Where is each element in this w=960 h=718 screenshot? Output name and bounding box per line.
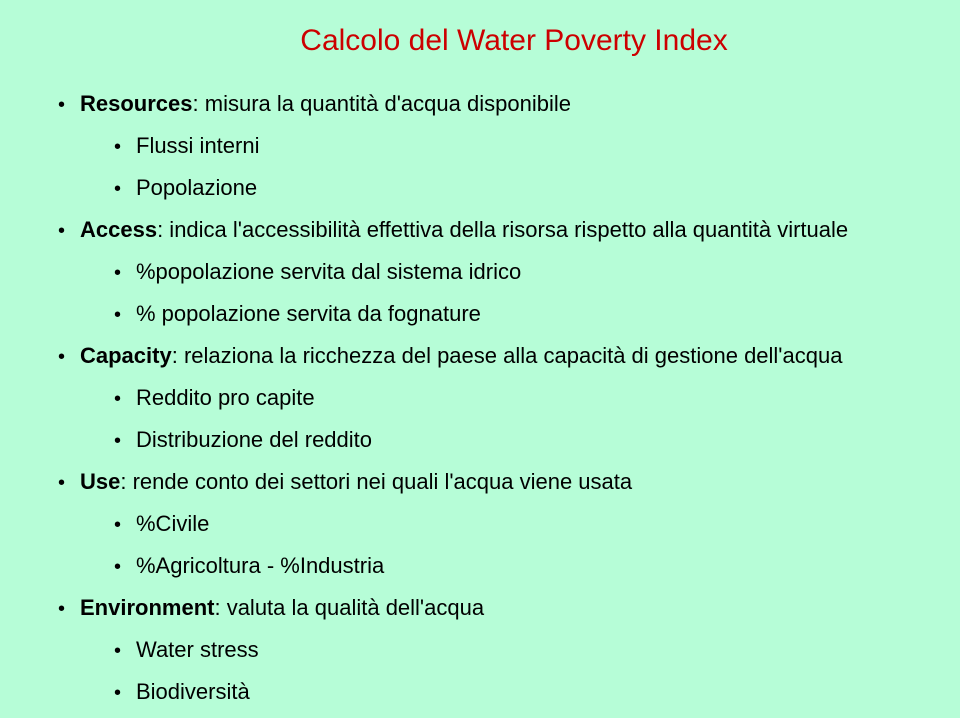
- definition: : rende conto dei settori nei quali l'ac…: [120, 469, 632, 494]
- bullet-icon: [114, 174, 136, 202]
- term: Capacity: [80, 343, 172, 368]
- list-item: Environment: valuta la qualità dell'acqu…: [58, 594, 890, 706]
- bullet-icon: [114, 636, 136, 664]
- list-item: %popolazione servita dal sistema idrico: [114, 258, 890, 286]
- list-item: %Agricoltura - %Industria: [114, 552, 890, 580]
- term: Environment: [80, 595, 214, 620]
- definition: : misura la quantità d'acqua disponibile: [193, 91, 571, 116]
- main-list: Resources: misura la quantità d'acqua di…: [48, 90, 890, 706]
- list-item: Flussi interni: [114, 132, 890, 160]
- list-item: Reddito pro capite: [114, 384, 890, 412]
- bullet-icon: [114, 426, 136, 454]
- bullet-icon: [114, 510, 136, 538]
- list-item: % popolazione servita da fognature: [114, 300, 890, 328]
- sub-item: %Civile: [136, 511, 209, 536]
- bullet-icon: [114, 258, 136, 286]
- bullet-icon: [58, 342, 80, 370]
- list-item: Access: indica l'accessibilità effettiva…: [58, 216, 890, 328]
- list-item: Biodiversità: [114, 678, 890, 706]
- bullet-icon: [58, 468, 80, 496]
- term: Access: [80, 217, 157, 242]
- sub-item: Reddito pro capite: [136, 385, 315, 410]
- list-item: Use: rende conto dei settori nei quali l…: [58, 468, 890, 580]
- sub-item: %popolazione servita dal sistema idrico: [136, 259, 521, 284]
- list-item: Capacity: relaziona la ricchezza del pae…: [58, 342, 890, 454]
- sub-item: Water stress: [136, 637, 259, 662]
- bullet-icon: [114, 552, 136, 580]
- term: Resources: [80, 91, 193, 116]
- bullet-icon: [58, 216, 80, 244]
- bullet-icon: [114, 132, 136, 160]
- definition: : relaziona la ricchezza del paese alla …: [172, 343, 843, 368]
- bullet-icon: [114, 678, 136, 706]
- sub-item: Flussi interni: [136, 133, 259, 158]
- definition: : indica l'accessibilità effettiva della…: [157, 217, 848, 242]
- sub-item: Distribuzione del reddito: [136, 427, 372, 452]
- sub-item: %Agricoltura - %Industria: [136, 553, 384, 578]
- page-title: Calcolo del Water Poverty Index: [138, 24, 890, 58]
- list-item: Popolazione: [114, 174, 890, 202]
- bullet-icon: [114, 300, 136, 328]
- list-item: Distribuzione del reddito: [114, 426, 890, 454]
- sub-item: % popolazione servita da fognature: [136, 301, 481, 326]
- term: Use: [80, 469, 120, 494]
- sub-item: Biodiversità: [136, 679, 250, 704]
- bullet-icon: [114, 384, 136, 412]
- list-item: Resources: misura la quantità d'acqua di…: [58, 90, 890, 202]
- list-item: %Civile: [114, 510, 890, 538]
- sub-item: Popolazione: [136, 175, 257, 200]
- definition: : valuta la qualità dell'acqua: [214, 595, 484, 620]
- bullet-icon: [58, 90, 80, 118]
- bullet-icon: [58, 594, 80, 622]
- list-item: Water stress: [114, 636, 890, 664]
